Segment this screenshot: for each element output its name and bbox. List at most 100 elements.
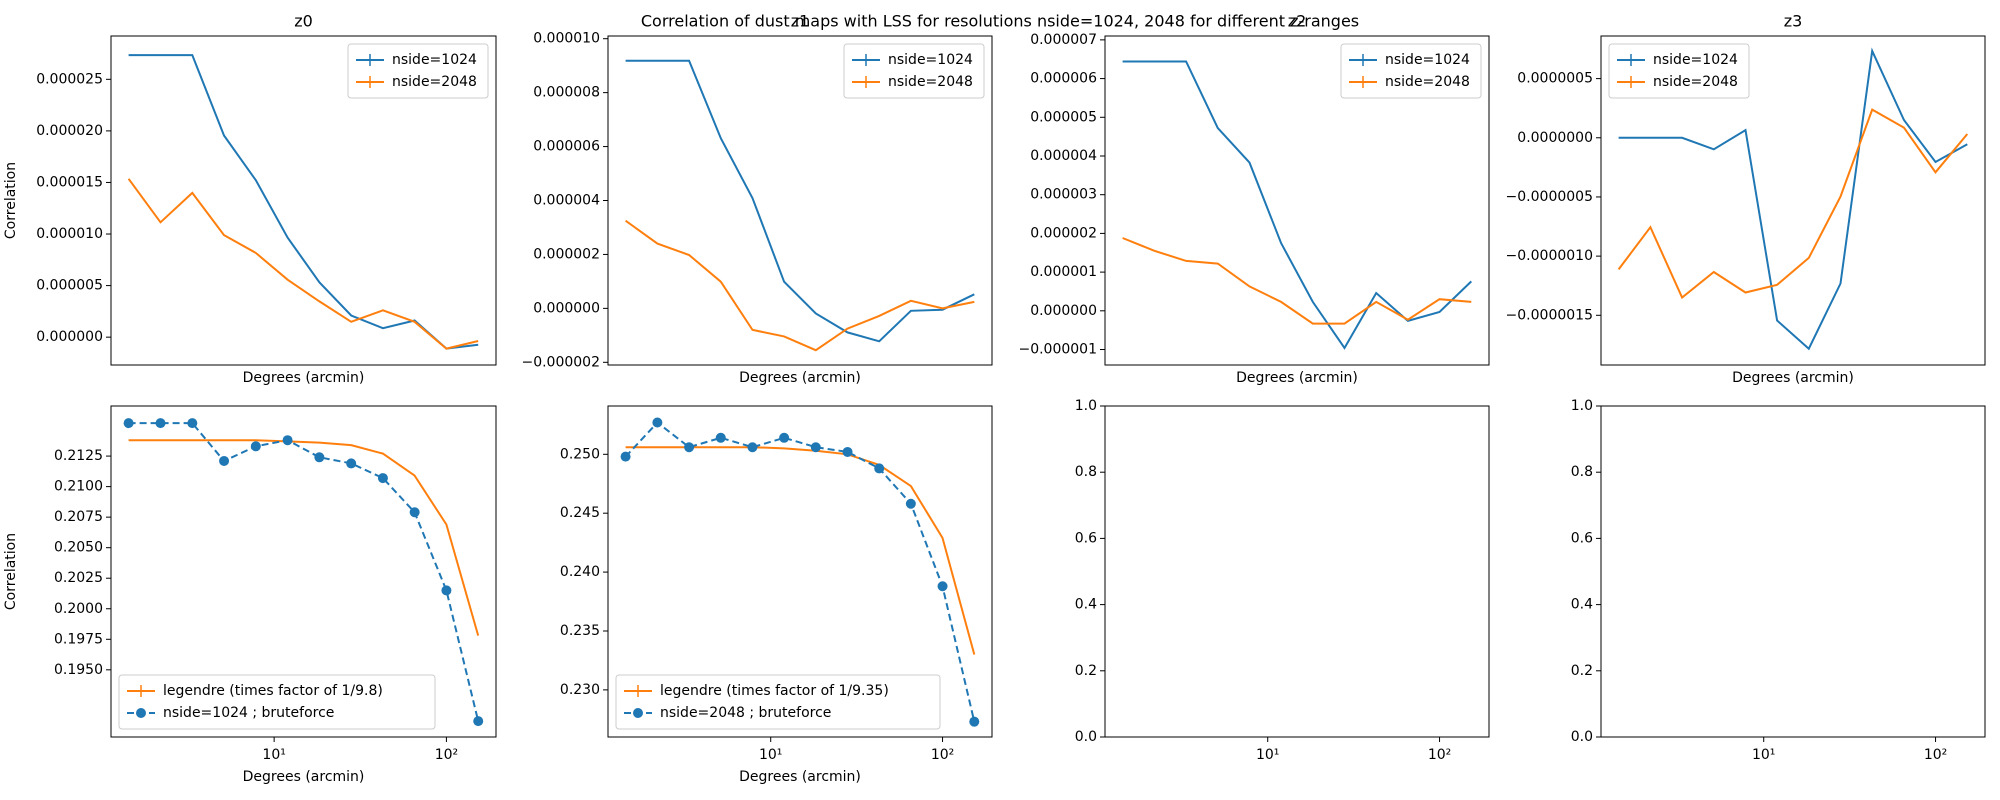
y-tick-label: 0.2100 bbox=[54, 479, 103, 495]
y-tick-label: 1.0 bbox=[1571, 398, 1593, 414]
series-marker bbox=[123, 418, 134, 429]
series-line bbox=[128, 439, 480, 636]
legend-label: nside=1024 bbox=[1385, 52, 1470, 68]
panel: −0.000001 0.000000 0.000001 0.000002 0.00000… bbox=[1018, 12, 1490, 386]
series-marker bbox=[187, 418, 198, 429]
series-marker bbox=[409, 507, 420, 518]
series-marker bbox=[155, 418, 166, 429]
series-marker bbox=[620, 451, 631, 462]
y-tick-label: 0.235 bbox=[560, 623, 600, 639]
y-tick-label: 0.000003 bbox=[1030, 187, 1097, 203]
series-line bbox=[128, 422, 480, 722]
y-tick-label: 0.4 bbox=[1571, 597, 1593, 613]
plot-area bbox=[1600, 405, 1986, 738]
legend-box bbox=[615, 674, 941, 730]
y-tick-label: 0.4 bbox=[1075, 597, 1097, 613]
panel-title: z1 bbox=[791, 12, 810, 31]
legend-box bbox=[1340, 43, 1482, 99]
y-tick-label: 0.000005 bbox=[1030, 109, 1097, 125]
series-line bbox=[1122, 237, 1472, 325]
y-tick-label: −0.0000010 bbox=[1506, 248, 1593, 264]
y-tick-label: 0.2 bbox=[1075, 663, 1097, 679]
y-tick-label: 0.250 bbox=[560, 446, 600, 462]
y-tick-label: 0.000015 bbox=[36, 174, 103, 190]
series-marker bbox=[969, 716, 980, 727]
y-tick-label: −0.0000015 bbox=[1506, 307, 1593, 323]
panel: 0.0 0.2 0.4 0.6 0.8 1.0 10¹ 10² bbox=[1075, 398, 1490, 763]
series-line bbox=[1122, 60, 1472, 350]
y-tick-label: 0.000008 bbox=[533, 85, 600, 101]
panel: 0.0 0.2 0.4 0.6 0.8 1.0 10¹ 10² bbox=[1571, 398, 1986, 763]
y-tick-label: 0.000007 bbox=[1030, 32, 1097, 48]
series-marker bbox=[250, 441, 261, 452]
legend-box bbox=[118, 674, 436, 730]
legend-label: nside=1024 bbox=[1653, 52, 1738, 68]
y-tick-label: 0.000002 bbox=[1030, 225, 1097, 241]
y-tick-label: 0.245 bbox=[560, 505, 600, 521]
legend-label: nside=2048 bbox=[1385, 74, 1470, 90]
y-tick-label: 0.000020 bbox=[36, 123, 103, 139]
series-line bbox=[625, 59, 975, 343]
x-tick-label: 10² bbox=[931, 747, 954, 763]
panel-title: z0 bbox=[294, 12, 313, 31]
x-axis-label: Degrees (arcmin) bbox=[739, 769, 861, 785]
x-axis-label: Degrees (arcmin) bbox=[1732, 370, 1854, 386]
y-axis-label: Correlation bbox=[3, 533, 19, 610]
y-tick-label: 0.0000000 bbox=[1517, 130, 1593, 146]
legend-marker bbox=[136, 708, 146, 718]
x-axis-label: Degrees (arcmin) bbox=[243, 769, 365, 785]
y-tick-label: 0.000006 bbox=[1030, 71, 1097, 87]
panel: −0.0000015 −0.0000010 −0.0000005 0.0000000 0… bbox=[1506, 12, 1986, 386]
y-tick-label: 0.000025 bbox=[36, 71, 103, 87]
plot-area bbox=[1104, 405, 1490, 738]
legend-box bbox=[1608, 43, 1750, 99]
series-marker bbox=[314, 452, 325, 463]
y-tick-label: −0.000001 bbox=[1018, 342, 1097, 358]
y-tick-label: 0.8 bbox=[1571, 464, 1593, 480]
y-tick-label: 0.000010 bbox=[533, 31, 600, 47]
y-tick-label: 0.000000 bbox=[1030, 303, 1097, 319]
y-tick-label: 0.000002 bbox=[533, 246, 600, 262]
y-tick-label: 0.000004 bbox=[1030, 148, 1097, 164]
series-line bbox=[625, 446, 976, 655]
y-tick-label: 0.6 bbox=[1075, 530, 1097, 546]
series-marker bbox=[747, 442, 758, 453]
series-marker bbox=[905, 498, 916, 509]
panel-title: z2 bbox=[1288, 12, 1307, 31]
y-tick-label: 0.000001 bbox=[1030, 264, 1097, 280]
y-tick-label: 0.000000 bbox=[533, 300, 600, 316]
series-marker bbox=[652, 417, 663, 428]
x-tick-label: 10² bbox=[1924, 747, 1947, 763]
series-marker bbox=[779, 432, 790, 443]
y-tick-label: 0.2000 bbox=[54, 601, 103, 617]
y-tick-label: 0.8 bbox=[1075, 464, 1097, 480]
y-tick-label: 0.000006 bbox=[533, 139, 600, 155]
x-tick-label: 10¹ bbox=[759, 747, 782, 763]
y-tick-label: 0.1950 bbox=[54, 662, 103, 678]
x-axis-label: Degrees (arcmin) bbox=[739, 370, 861, 386]
panel: 0.1950 0.1975 0.2000 0.2025 0.2050 0.2075 0.21… bbox=[3, 405, 497, 785]
x-tick-label: 10¹ bbox=[262, 747, 285, 763]
series-line bbox=[625, 219, 975, 352]
legend-label: nside=1024 ; bruteforce bbox=[163, 705, 334, 721]
panel: 0.000000 0.000005 0.000010 0.000015 0.000020… bbox=[3, 12, 497, 386]
legend-label: nside=1024 bbox=[392, 52, 477, 68]
series-marker bbox=[810, 442, 821, 453]
y-tick-label: 0.0 bbox=[1075, 729, 1097, 745]
series-marker bbox=[715, 432, 726, 443]
y-axis-label: Correlation bbox=[3, 162, 19, 239]
legend-label: nside=2048 bbox=[1653, 74, 1738, 90]
y-tick-label: 0.1975 bbox=[54, 631, 103, 647]
y-tick-label: 0.000000 bbox=[36, 329, 103, 345]
series-line bbox=[127, 178, 479, 350]
series-marker bbox=[377, 473, 388, 484]
legend-label: nside=2048 bbox=[392, 74, 477, 90]
panel-title: z3 bbox=[1784, 12, 1803, 31]
x-tick-label: 10² bbox=[1428, 747, 1451, 763]
series-marker bbox=[346, 458, 357, 469]
legend-marker bbox=[633, 708, 643, 718]
series-line bbox=[624, 421, 976, 722]
series-marker bbox=[842, 446, 853, 457]
y-tick-label: 0.6 bbox=[1571, 530, 1593, 546]
